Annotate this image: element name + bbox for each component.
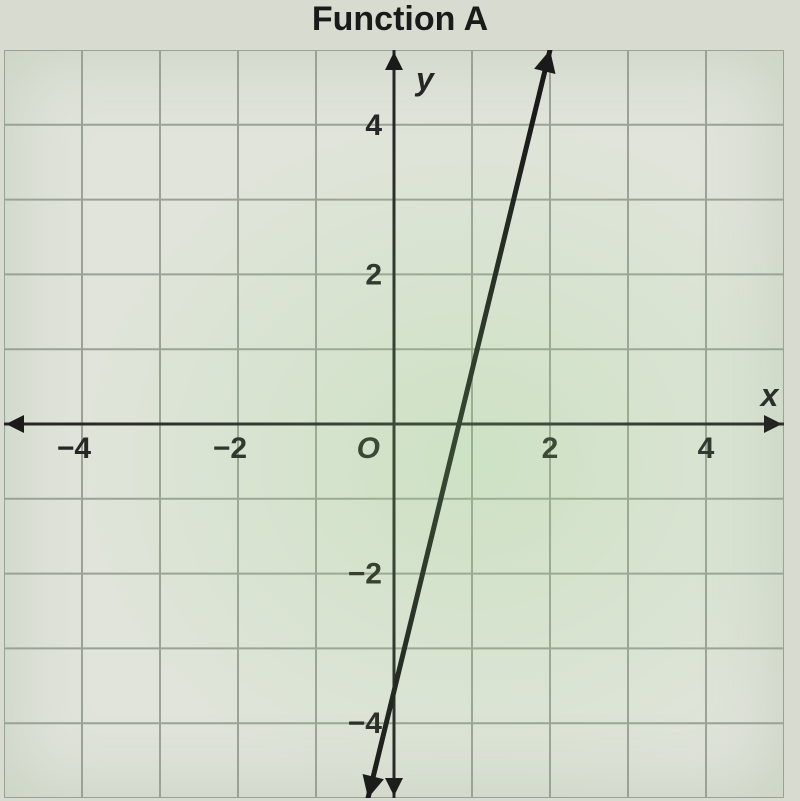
svg-text:−4: −4 <box>348 707 383 740</box>
svg-text:O: O <box>357 432 380 465</box>
svg-text:−4: −4 <box>57 432 92 465</box>
chart-svg: −4 −2 2 4 4 2 −2 −4 Oy x <box>4 50 784 798</box>
svg-text:2: 2 <box>365 258 382 291</box>
svg-text:4: 4 <box>698 432 715 465</box>
svg-text:2: 2 <box>542 432 559 465</box>
svg-text:−2: −2 <box>213 432 247 465</box>
plot-area: −4 −2 2 4 4 2 −2 −4 Oy x <box>4 50 784 798</box>
svg-text:y: y <box>414 61 436 97</box>
svg-text:4: 4 <box>365 109 382 142</box>
chart-title: Function A <box>0 0 800 39</box>
svg-text:−2: −2 <box>348 558 382 591</box>
svg-text:x: x <box>759 377 780 413</box>
